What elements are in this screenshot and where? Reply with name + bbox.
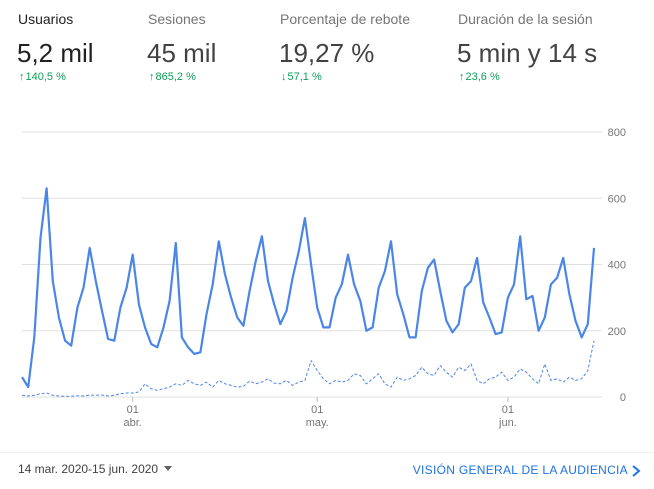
y-tick-label: 600 bbox=[608, 193, 626, 205]
x-tick-label: jun. bbox=[498, 417, 517, 429]
x-tick-label: 01 bbox=[127, 404, 139, 416]
arrow-up-icon: ↑ bbox=[19, 71, 25, 83]
x-tick-label: 01 bbox=[311, 404, 323, 416]
metric-value: 19,27 % bbox=[279, 38, 375, 68]
series-line-previous bbox=[21, 340, 595, 397]
caret-down-icon bbox=[164, 466, 173, 471]
metric-change-value: 57,1 % bbox=[287, 71, 322, 83]
metric-change-value: 23,6 % bbox=[465, 71, 500, 83]
arrow-up-icon: ↑ bbox=[149, 71, 155, 83]
metric-change: ↑140,5 % bbox=[19, 71, 66, 83]
metric-tab-porcentaje-rebote[interactable]: Porcentaje de rebote 19,27 % ↓57,1 % bbox=[262, 0, 437, 96]
y-tick-label: 0 bbox=[620, 392, 626, 404]
metric-name: Sesiones bbox=[148, 11, 206, 27]
series-line-current bbox=[21, 187, 596, 389]
y-tick-label: 800 bbox=[608, 127, 626, 139]
metric-tab-usuarios[interactable]: Usuarios 5,2 mil ↑140,5 % bbox=[0, 0, 128, 96]
metrics-bar: Usuarios 5,2 mil ↑140,5 % Sesiones 45 mi… bbox=[0, 0, 654, 100]
metric-value: 5,2 mil bbox=[17, 38, 94, 68]
y-tick-label: 200 bbox=[608, 326, 626, 338]
chart-series bbox=[21, 187, 596, 397]
arrow-down-icon: ↓ bbox=[281, 71, 287, 83]
footer-divider bbox=[0, 452, 654, 453]
metric-change: ↑23,6 % bbox=[459, 71, 500, 83]
date-range-selector[interactable]: 14 mar. 2020-15 jun. 2020 bbox=[18, 462, 173, 476]
metric-value: 45 mil bbox=[147, 38, 217, 68]
metric-name: Porcentaje de rebote bbox=[280, 11, 410, 27]
chevron-right-icon[interactable] bbox=[630, 465, 642, 477]
metric-tab-duracion-sesion[interactable]: Duración de la sesión 5 min y 14 s ↑23,6… bbox=[440, 0, 640, 96]
arrow-up-icon: ↑ bbox=[459, 71, 465, 83]
x-tick-label: 01 bbox=[502, 404, 514, 416]
metric-change: ↓57,1 % bbox=[281, 71, 322, 83]
x-tick-label: may. bbox=[306, 417, 329, 429]
metric-value: 5 min y 14 s bbox=[457, 38, 598, 68]
metric-tab-sesiones[interactable]: Sesiones 45 mil ↑865,2 % bbox=[130, 0, 258, 96]
y-tick-label: 400 bbox=[608, 260, 626, 272]
metric-name: Duración de la sesión bbox=[458, 11, 593, 27]
metric-change-value: 140,5 % bbox=[25, 71, 66, 83]
audience-overview-link[interactable]: VISIÓN GENERAL DE LA AUDIENCIA bbox=[412, 463, 628, 477]
metric-change: ↑865,2 % bbox=[149, 71, 196, 83]
metric-name: Usuarios bbox=[18, 11, 74, 27]
date-range-label: 14 mar. 2020-15 jun. 2020 bbox=[18, 462, 159, 476]
x-tick-label: abr. bbox=[124, 417, 142, 429]
metric-change-value: 865,2 % bbox=[155, 71, 196, 83]
